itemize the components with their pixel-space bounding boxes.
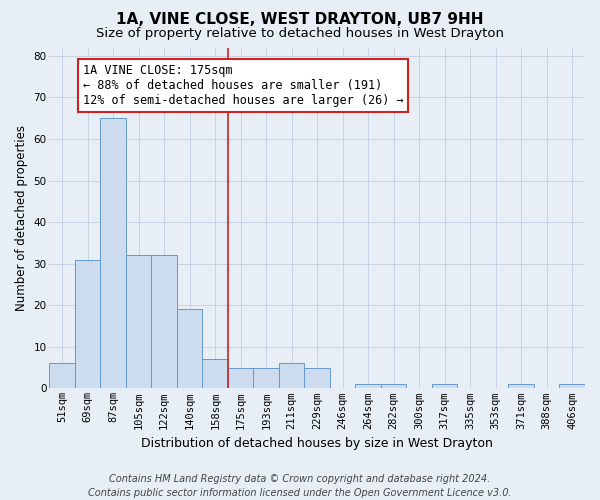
Bar (49, 364, 75, 388)
X-axis label: Distribution of detached houses by size in West Drayton: Distribution of detached houses by size … (141, 437, 493, 450)
Bar (432, 384, 457, 388)
Bar (304, 368, 330, 388)
Bar (279, 364, 304, 388)
Bar (100, 118, 126, 388)
Bar (75, 260, 100, 388)
Text: 1A VINE CLOSE: 175sqm
← 88% of detached houses are smaller (191)
12% of semi-det: 1A VINE CLOSE: 175sqm ← 88% of detached … (83, 64, 403, 107)
Bar (228, 368, 253, 388)
Bar (151, 256, 177, 388)
Bar (381, 384, 406, 388)
Text: 1A, VINE CLOSE, WEST DRAYTON, UB7 9HH: 1A, VINE CLOSE, WEST DRAYTON, UB7 9HH (116, 12, 484, 28)
Bar (177, 310, 202, 388)
Bar (202, 360, 228, 388)
Bar (253, 368, 279, 388)
Bar (559, 384, 585, 388)
Bar (126, 256, 151, 388)
Y-axis label: Number of detached properties: Number of detached properties (15, 125, 28, 311)
Text: Size of property relative to detached houses in West Drayton: Size of property relative to detached ho… (96, 28, 504, 40)
Bar (508, 384, 534, 388)
Text: Contains HM Land Registry data © Crown copyright and database right 2024.
Contai: Contains HM Land Registry data © Crown c… (88, 474, 512, 498)
Bar (355, 384, 381, 388)
